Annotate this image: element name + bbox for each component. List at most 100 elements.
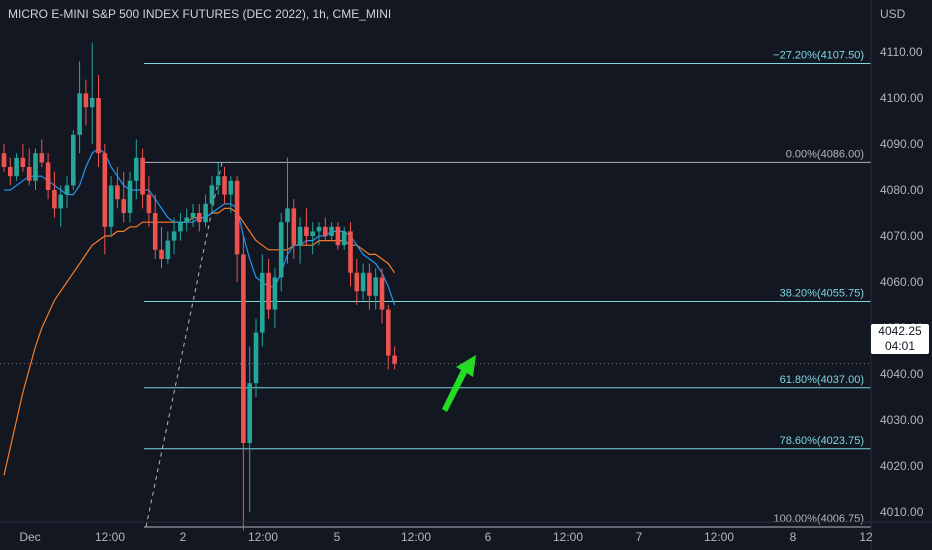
time-tick-label: 12:00 [248, 530, 278, 544]
time-tick-label: 8 [790, 530, 797, 544]
currency-label: USD [880, 7, 906, 21]
chart-title: MICRO E-MINI S&P 500 INDEX FUTURES (DEC … [8, 7, 392, 21]
last-price-value: 4042.25 [878, 324, 922, 338]
slow-moving-average-line [3, 207, 396, 476]
candle-body [64, 185, 70, 195]
time-tick-label: 6 [485, 530, 492, 544]
candle-body [329, 226, 334, 236]
up-arrow-icon[interactable] [442, 355, 476, 412]
candle-body [165, 240, 171, 259]
candle-body [14, 157, 19, 177]
candle-body [20, 157, 26, 167]
fib-level-label: 38.20%(4055.75) [780, 288, 864, 300]
price-tick-label: 4030.00 [880, 413, 924, 427]
candle-body [89, 98, 95, 108]
candle-body [178, 222, 183, 232]
candle-body [228, 180, 234, 195]
time-tick-label: 12:00 [95, 530, 125, 544]
price-axis[interactable]: 4110.00 4100.00 4090.00 4080.00 4070.00 4060.… [880, 45, 924, 550]
candle-body [316, 226, 322, 232]
candle-body [52, 190, 57, 209]
price-tick-label: 4110.00 [880, 45, 923, 59]
time-tick-label: 12:00 [704, 530, 734, 544]
fib-retracement[interactable]: −27.20%(4107.50) 0.00%(4086.00) 38.20%(405… [144, 50, 871, 528]
candle-body [392, 355, 397, 364]
candle-body [222, 176, 227, 195]
candlesticks [1, 42, 397, 531]
candle-body [197, 213, 202, 223]
candle-body [373, 277, 378, 296]
candle-body [71, 134, 76, 186]
candle-body [260, 272, 265, 333]
candle-body [58, 194, 63, 209]
candle-body [152, 213, 158, 250]
candle-body [190, 213, 196, 218]
candle-body [26, 167, 32, 181]
candle-body [323, 226, 328, 236]
price-tick-label: 4010.00 [880, 505, 924, 519]
candle-body [1, 153, 7, 167]
price-tick-label: 4060.00 [880, 275, 924, 289]
candle-body [171, 231, 177, 241]
candle-body [134, 157, 139, 181]
fib-level-label: 78.60%(4023.75) [780, 435, 864, 447]
price-tick-label: 4100.00 [880, 91, 924, 105]
candle-body [102, 153, 108, 227]
candle-body [121, 199, 126, 213]
candle-body [310, 231, 315, 236]
time-axis[interactable]: Dec 12:00 2 12:00 5 12:00 6 12:00 7 12:00 8 12 [19, 530, 873, 544]
time-tick-label: 12:00 [553, 530, 583, 544]
candle-body [291, 208, 297, 246]
candle-body [341, 231, 347, 246]
candle-body [108, 185, 114, 227]
candle-body [335, 226, 341, 246]
candle-body [234, 180, 240, 255]
candle-body [45, 162, 51, 190]
time-tick-label: Dec [19, 530, 40, 544]
green-arrow-annotation[interactable] [442, 355, 476, 412]
candle-body [77, 93, 82, 135]
candle-body [278, 222, 284, 278]
fib-level-label: −27.20%(4107.50) [773, 50, 864, 62]
candle-body [379, 277, 385, 310]
candle-body [140, 157, 145, 195]
candle-body [33, 153, 38, 181]
candle-body [184, 217, 189, 223]
candle-body [360, 272, 366, 292]
time-tick-label: 2 [180, 530, 187, 544]
candle-body [39, 153, 45, 163]
candle-body [266, 272, 271, 310]
price-tick-label: 4080.00 [880, 183, 924, 197]
candle-body [8, 167, 13, 177]
time-tick-label: 12 [859, 530, 873, 544]
price-tick-label: 4070.00 [880, 229, 924, 243]
candle-body [304, 226, 309, 236]
candle-body [96, 98, 101, 154]
candle-body [209, 185, 215, 204]
candle-body [247, 383, 252, 443]
time-tick-label: 12:00 [401, 530, 431, 544]
candle-body [386, 309, 391, 356]
last-price-badge: 4042.25 04:01 [871, 324, 929, 354]
fib-level-label: 0.00%(4086.00) [786, 148, 864, 160]
price-tick-label: 4040.00 [880, 367, 924, 381]
fib-level-label: 100.00%(4006.75) [773, 513, 864, 525]
fib-trend-line[interactable] [145, 162, 223, 528]
price-tick-label: 4020.00 [880, 459, 924, 473]
candle-body [203, 203, 208, 223]
candle-body [159, 249, 164, 259]
time-tick-label: 7 [636, 530, 643, 544]
candle-body [215, 176, 221, 186]
candle-body [297, 226, 303, 246]
candle-body [127, 180, 133, 213]
candle-body [241, 254, 246, 443]
candle-body [146, 194, 152, 213]
candle-body [354, 272, 360, 292]
bar-countdown: 04:01 [884, 339, 916, 353]
fib-level-label: 61.80%(4037.00) [780, 374, 864, 386]
candle-body [83, 93, 89, 108]
price-tick-label: 4090.00 [880, 137, 924, 151]
candle-body [272, 277, 278, 310]
candle-body [367, 272, 372, 296]
